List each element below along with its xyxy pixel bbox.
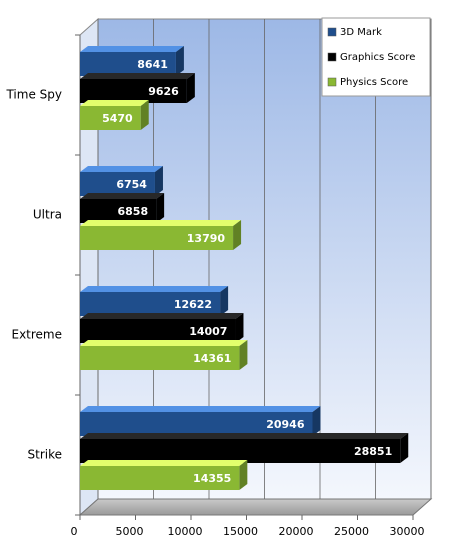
y-tick-label: Time Spy <box>5 88 62 102</box>
bar-front <box>80 106 141 130</box>
x-tick-label: 20000 <box>279 525 314 538</box>
bar <box>80 46 184 76</box>
bar-side <box>140 100 149 130</box>
x-tick-label: 5000 <box>116 525 144 538</box>
floor <box>78 498 433 516</box>
value-label: 14007 <box>189 325 227 338</box>
bar-top <box>80 433 409 439</box>
bar <box>80 313 244 343</box>
value-label: 8641 <box>137 58 168 71</box>
bar <box>80 166 163 196</box>
value-label: 6858 <box>117 205 148 218</box>
x-tick-label: 10000 <box>168 525 203 538</box>
bar-side <box>239 340 248 370</box>
legend-label: Graphics Score <box>340 52 415 63</box>
bar-front <box>80 346 240 370</box>
legend-label: Physics Score <box>340 77 408 88</box>
bar-top <box>80 340 248 346</box>
bar-side <box>400 433 409 463</box>
bar-top <box>80 73 195 79</box>
bar <box>80 220 242 250</box>
legend <box>321 17 431 97</box>
bar <box>80 73 195 103</box>
bar-front <box>80 52 176 76</box>
value-label: 13790 <box>187 232 226 245</box>
bar-front <box>80 319 236 343</box>
bar-side <box>235 313 244 343</box>
bar-top <box>80 193 165 199</box>
value-label: 14355 <box>193 472 231 485</box>
bar-top <box>80 460 248 466</box>
y-tick-label: Extreme <box>11 328 62 342</box>
value-label: 12622 <box>174 298 212 311</box>
bar-side <box>239 460 248 490</box>
x-tick-label: 30000 <box>390 525 425 538</box>
bar-side <box>233 220 242 250</box>
bar <box>80 286 229 316</box>
bar-side <box>154 166 163 196</box>
value-label: 28851 <box>354 445 392 458</box>
bar <box>80 340 248 370</box>
bar-front <box>80 199 157 223</box>
bar-front <box>80 292 221 316</box>
bar-top <box>80 46 184 52</box>
y-tick-label: Ultra <box>33 208 62 222</box>
bar <box>80 460 248 490</box>
bar-top <box>80 406 321 412</box>
bar <box>80 100 149 130</box>
legend-swatch <box>327 52 337 62</box>
x-tick-label: 0 <box>71 525 78 538</box>
value-label: 14361 <box>193 352 231 365</box>
legend-label: 3D Mark <box>340 27 382 38</box>
y-tick-label: Strike <box>28 448 63 462</box>
bar-side <box>156 193 165 223</box>
bar-side <box>175 46 184 76</box>
value-label: 20946 <box>266 418 305 431</box>
bar-front <box>80 172 155 196</box>
legend-swatch <box>327 27 337 37</box>
bar-front <box>80 466 240 490</box>
bar-front <box>80 439 401 463</box>
value-label: 6754 <box>116 178 147 191</box>
legend-swatch <box>327 77 337 87</box>
bar-front <box>80 412 313 436</box>
bar-top <box>80 220 242 226</box>
bar <box>80 433 409 463</box>
bar-side <box>312 406 321 436</box>
bar-top <box>80 286 229 292</box>
bar-top <box>80 313 244 319</box>
value-label: 9626 <box>148 85 179 98</box>
x-tick-label: 25000 <box>334 525 369 538</box>
bar-front <box>80 79 187 103</box>
bar-top <box>80 166 163 172</box>
bar-side <box>220 286 229 316</box>
bar <box>80 406 321 436</box>
bar-front <box>80 226 234 250</box>
bar <box>80 193 165 223</box>
bar-top <box>80 100 149 106</box>
x-tick-label: 15000 <box>223 525 258 538</box>
bar-side <box>186 73 195 103</box>
value-label: 5470 <box>102 112 133 125</box>
